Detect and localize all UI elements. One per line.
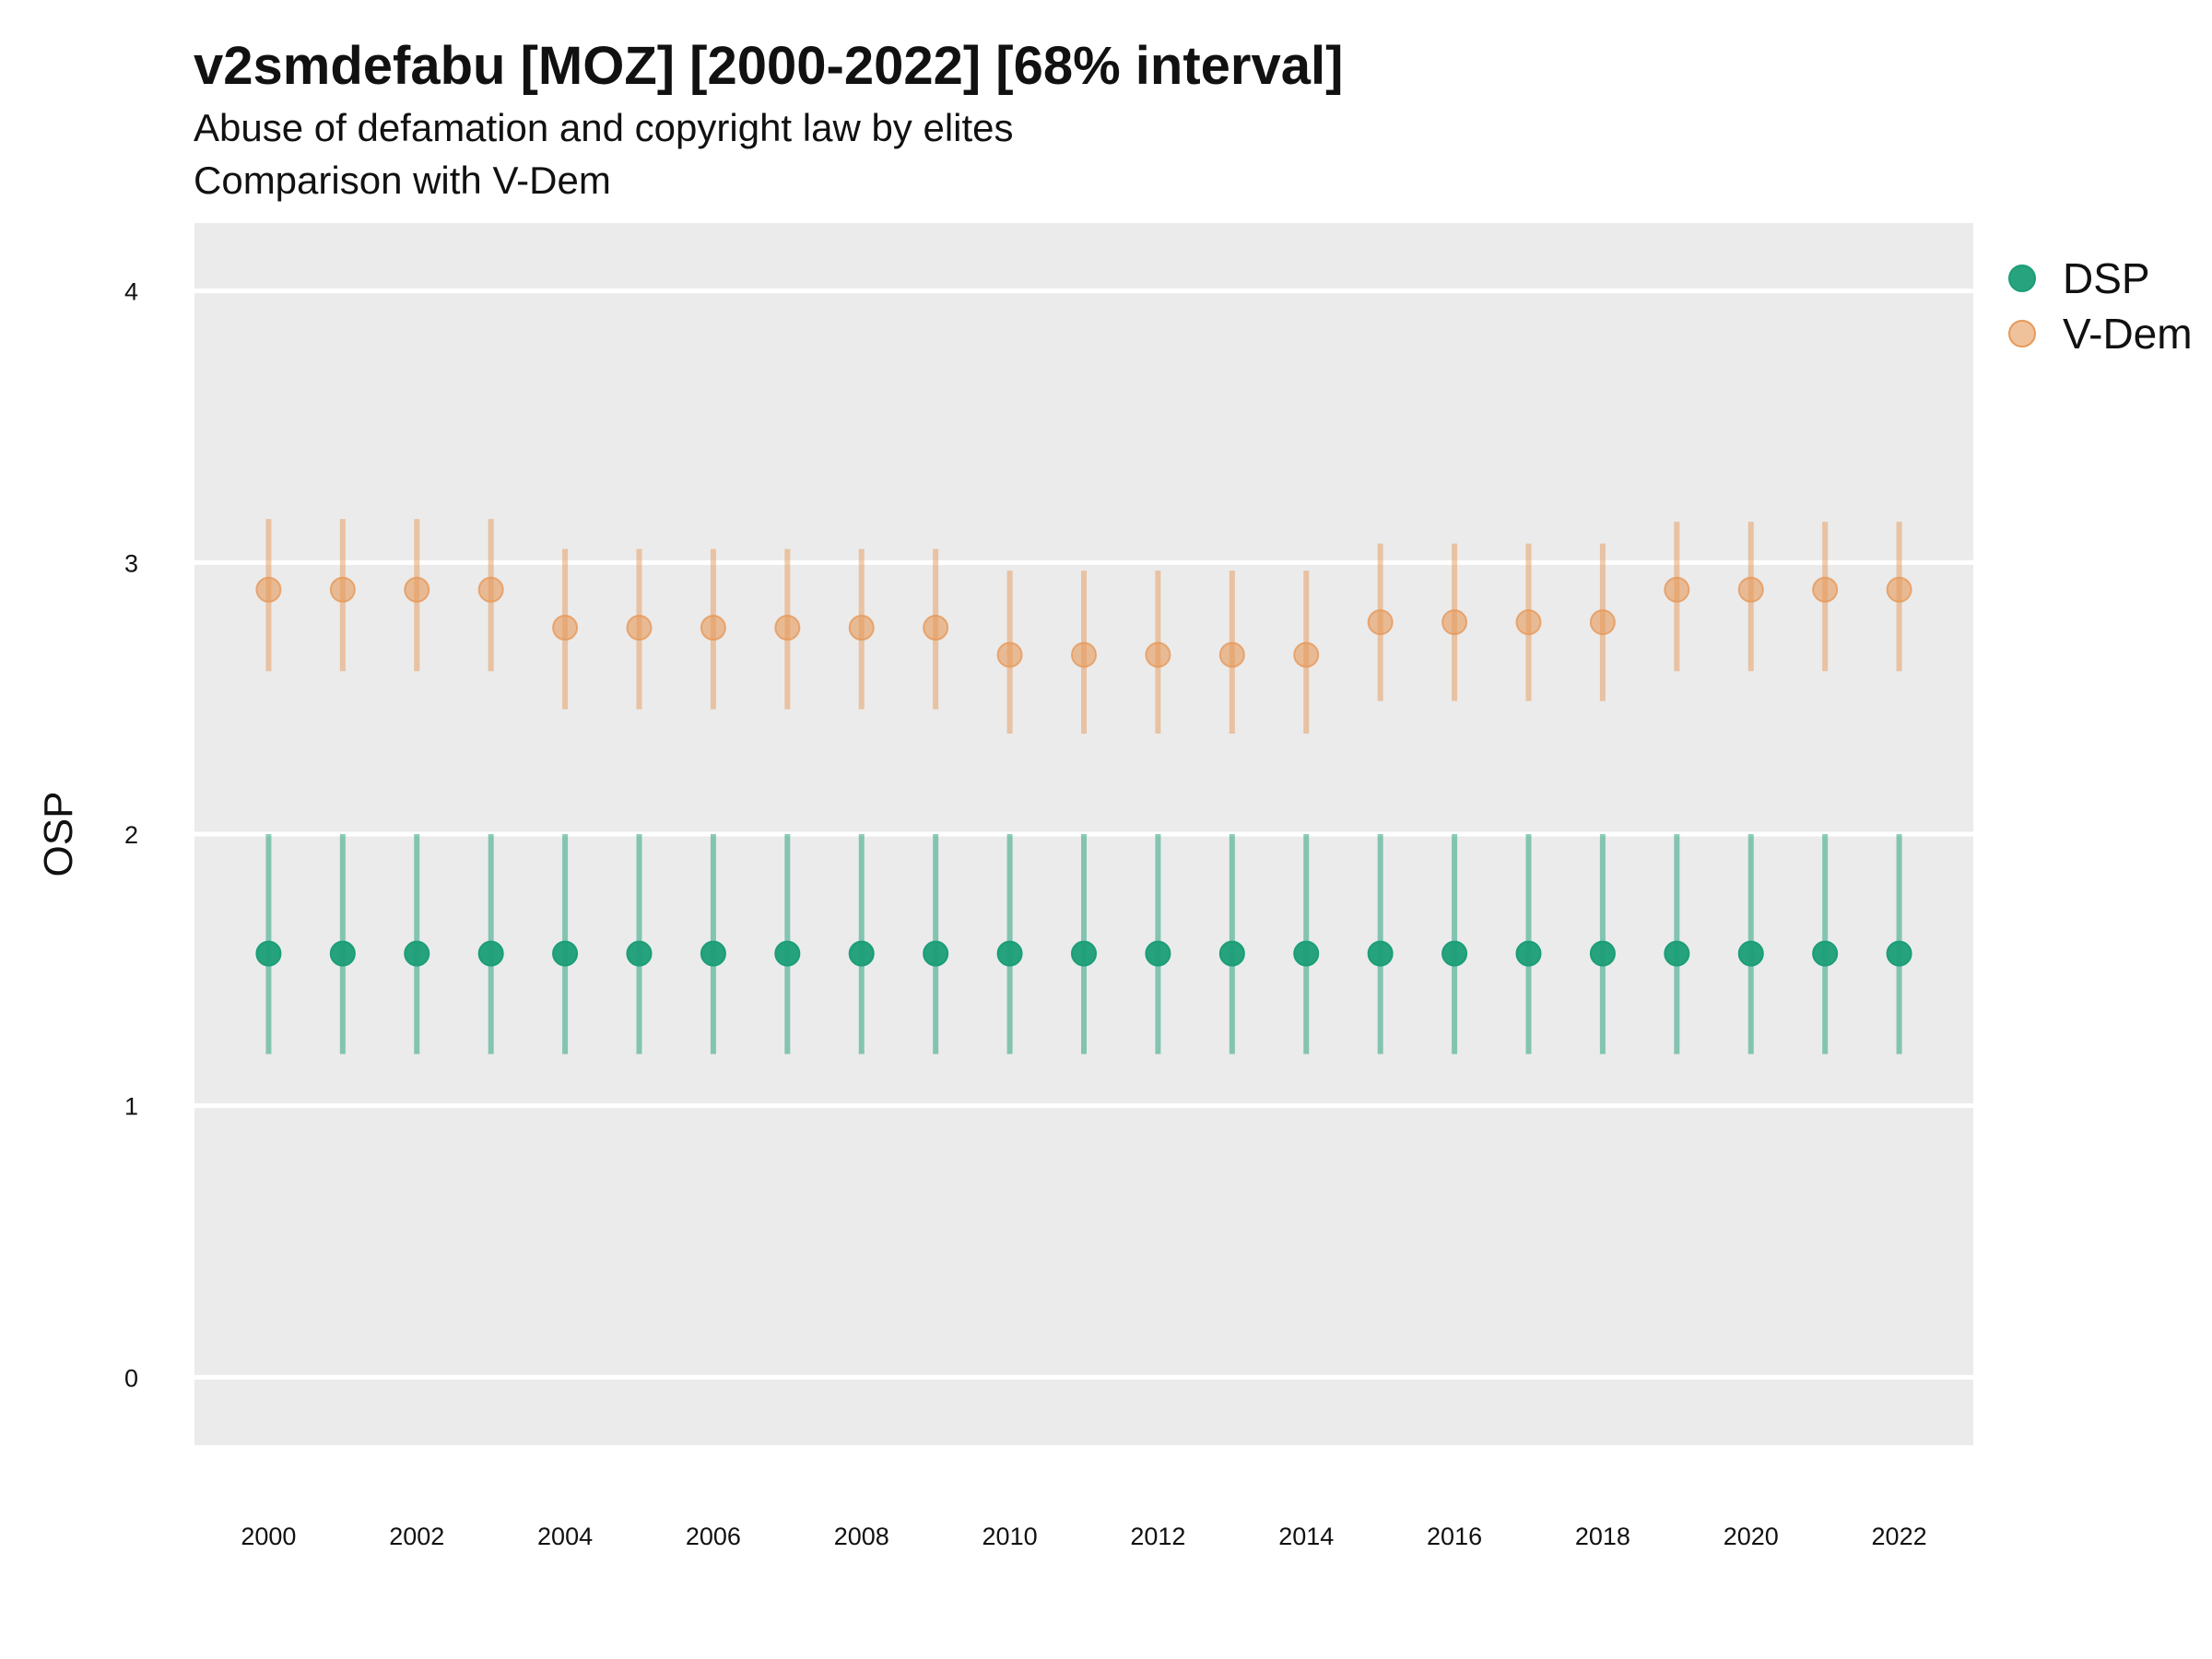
point-v-dem-2013 [1218, 641, 1245, 668]
point-dsp-2013 [1218, 940, 1245, 967]
y-tick-label-2: 2 [124, 821, 138, 849]
point-v-dem-2014 [1293, 641, 1320, 668]
point-dsp-2015 [1367, 940, 1394, 967]
legend-label-v-dem: V-Dem [2063, 310, 2193, 358]
legend-marker-v-dem [2008, 320, 2036, 347]
y-tick-label-4: 4 [124, 278, 138, 306]
point-dsp-2001 [329, 940, 356, 967]
point-v-dem-2001 [329, 576, 356, 603]
x-tick-label-2014: 2014 [1278, 1523, 1334, 1550]
point-dsp-2000 [255, 940, 282, 967]
point-dsp-2002 [404, 940, 430, 967]
chart-subtitle-line-1: Abuse of defamation and copyright law by… [194, 106, 1014, 149]
point-v-dem-2015 [1367, 609, 1394, 636]
point-dsp-2018 [1589, 940, 1616, 967]
point-v-dem-2021 [1812, 576, 1839, 603]
point-dsp-2014 [1293, 940, 1320, 967]
y-tick-label-1: 1 [124, 1093, 138, 1121]
point-dsp-2022 [1886, 940, 1912, 967]
point-v-dem-2012 [1145, 641, 1171, 668]
point-dsp-2003 [477, 940, 504, 967]
x-tick-label-2008: 2008 [834, 1523, 889, 1550]
series-layer [255, 519, 1912, 1054]
x-tick-label-2000: 2000 [241, 1523, 296, 1550]
legend-marker-dsp [2008, 265, 2036, 292]
point-dsp-2005 [626, 940, 653, 967]
point-v-dem-2008 [848, 615, 875, 641]
point-dsp-2019 [1664, 940, 1690, 967]
x-tick-label-2010: 2010 [982, 1523, 1038, 1550]
chart-subtitle-line-2: Comparison with V-Dem [194, 159, 611, 202]
x-tick-label-2020: 2020 [1724, 1523, 1779, 1550]
chart-title: v2smdefabu [MOZ] [2000-2022] [68% interv… [194, 36, 1344, 96]
point-v-dem-2004 [552, 615, 579, 641]
point-v-dem-2017 [1515, 609, 1542, 636]
point-v-dem-2010 [996, 641, 1023, 668]
legend: DSP V-Dem [2008, 254, 2193, 358]
point-dsp-2011 [1071, 940, 1097, 967]
point-dsp-2020 [1737, 940, 1764, 967]
y-axis-title: OSP [36, 792, 81, 877]
point-v-dem-2020 [1737, 576, 1764, 603]
series-v-dem [255, 519, 1912, 734]
x-tick-label-2018: 2018 [1575, 1523, 1630, 1550]
y-tick-label-3: 3 [124, 549, 138, 577]
y-tick-label-0: 0 [124, 1364, 138, 1392]
point-dsp-2009 [923, 940, 949, 967]
point-v-dem-2019 [1664, 576, 1690, 603]
point-dsp-2016 [1441, 940, 1468, 967]
point-v-dem-2005 [626, 615, 653, 641]
point-v-dem-2006 [700, 615, 726, 641]
point-dsp-2008 [848, 940, 875, 967]
x-tick-label-2012: 2012 [1130, 1523, 1185, 1550]
point-v-dem-2007 [774, 615, 801, 641]
y-tick-labels: 0 1 2 3 4 [124, 278, 138, 1393]
point-dsp-2004 [552, 940, 579, 967]
point-v-dem-2011 [1071, 641, 1097, 668]
point-dsp-2021 [1812, 940, 1839, 967]
point-v-dem-2002 [404, 576, 430, 603]
point-dsp-2017 [1515, 940, 1542, 967]
series-dsp [255, 834, 1912, 1054]
point-v-dem-2003 [477, 576, 504, 603]
x-tick-labels: 2000 2002 2004 2006 2008 2010 2012 2014 2016 2018… [241, 1523, 1926, 1550]
x-tick-label-2016: 2016 [1427, 1523, 1482, 1550]
x-tick-label-2004: 2004 [537, 1523, 593, 1550]
x-tick-label-2002: 2002 [389, 1523, 444, 1550]
point-dsp-2007 [774, 940, 801, 967]
point-v-dem-2009 [923, 615, 949, 641]
x-tick-label-2006: 2006 [686, 1523, 741, 1550]
point-v-dem-2000 [255, 576, 282, 603]
x-tick-label-2022: 2022 [1872, 1523, 1927, 1550]
point-dsp-2010 [996, 940, 1023, 967]
point-dsp-2006 [700, 940, 726, 967]
point-v-dem-2016 [1441, 609, 1468, 636]
legend-label-dsp: DSP [2063, 254, 2150, 302]
point-dsp-2012 [1145, 940, 1171, 967]
point-v-dem-2022 [1886, 576, 1912, 603]
point-v-dem-2018 [1589, 609, 1616, 636]
